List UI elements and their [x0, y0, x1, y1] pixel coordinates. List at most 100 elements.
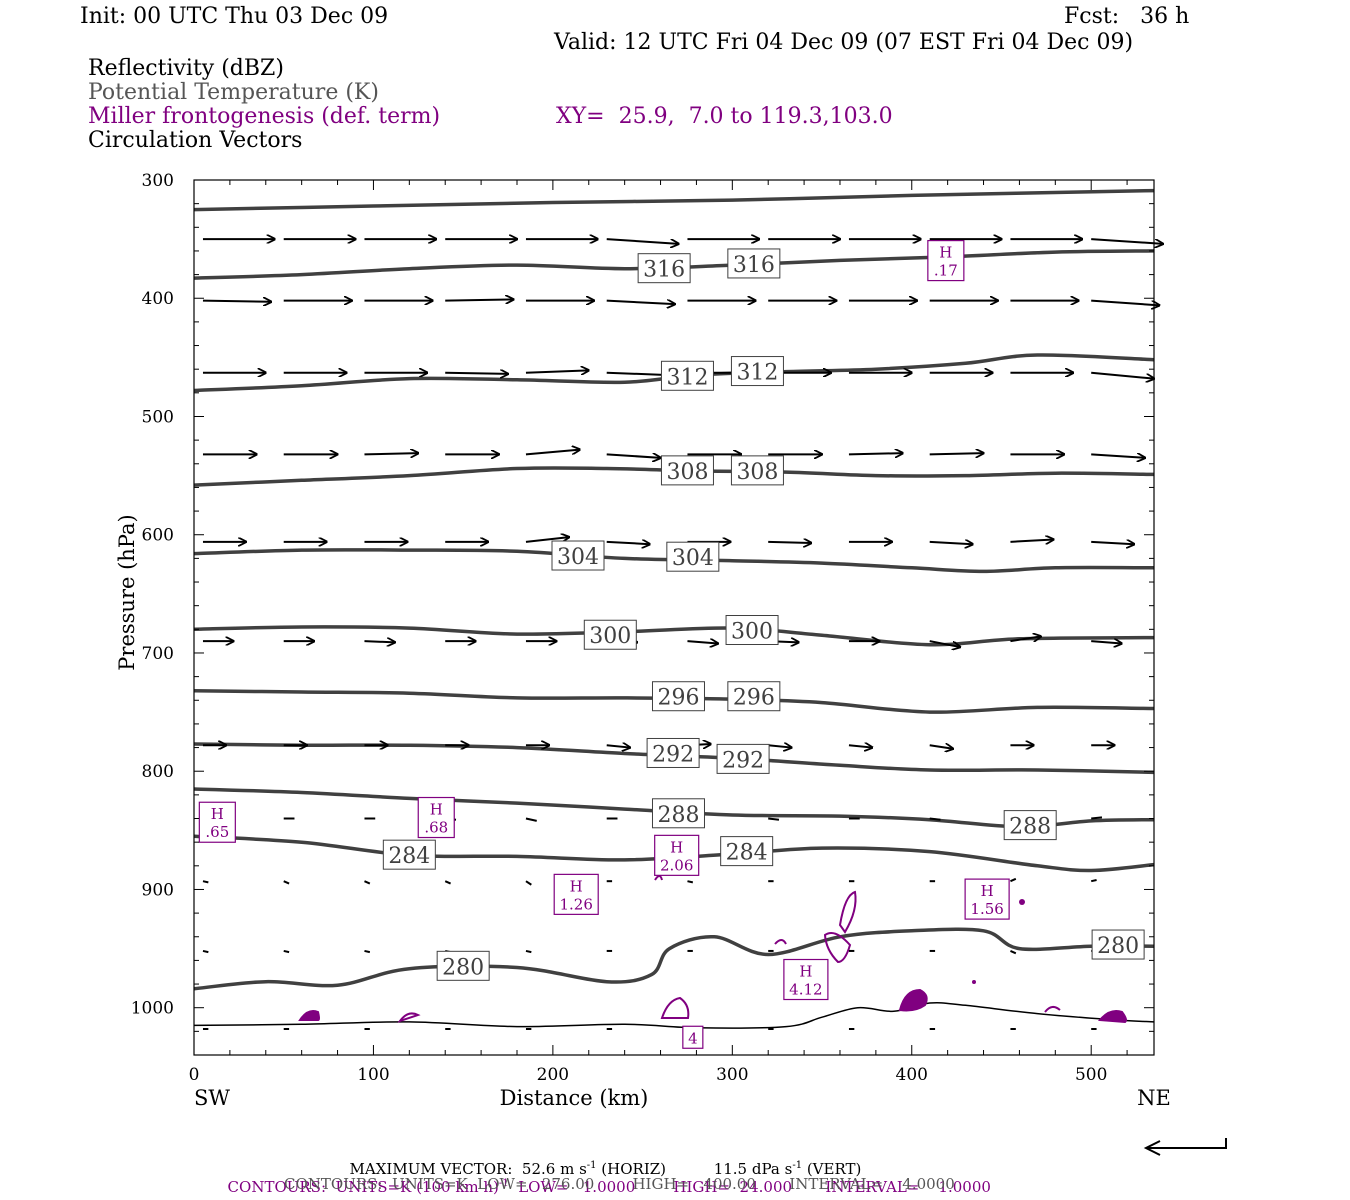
contour-label-box — [660, 455, 714, 486]
contour-label-box — [727, 681, 781, 712]
x-tick-label: 500 — [1075, 1065, 1107, 1085]
contours1-suffix: LOW= 1.0000 HIGH= 24.000 INTERVAL= 1.000… — [508, 1178, 991, 1196]
frontogenesis-max-value: .17 — [934, 262, 958, 280]
frontogenesis-max-value: .65 — [205, 823, 229, 841]
circulation-vector — [606, 373, 670, 375]
contour-label-box — [551, 540, 605, 571]
circulation-vector — [1091, 371, 1154, 379]
circulation-vector — [1090, 879, 1097, 883]
contour-label-box — [583, 619, 637, 650]
circulation-vector — [606, 301, 675, 305]
frontogenesis-contour — [838, 890, 857, 934]
circulation-vector — [1091, 641, 1122, 643]
circulation-vector — [929, 640, 961, 647]
contour-label: 312 — [736, 361, 778, 386]
contour-label-box — [716, 743, 770, 774]
field-frontogenesis: Miller frontogenesis (def. term) — [88, 104, 441, 129]
y-tick-label: 300 — [142, 171, 174, 191]
circulation-vector — [1010, 636, 1041, 643]
frontogenesis-max-value: .68 — [424, 819, 448, 837]
circulation-vector — [1091, 542, 1134, 544]
frontogenesis-max-box — [654, 834, 700, 876]
contour-label-box — [666, 541, 720, 572]
x-tick-label: 0 — [189, 1065, 200, 1085]
circulation-vector — [929, 745, 953, 749]
circulation-vector — [444, 880, 452, 885]
frontogenesis-max-label: H — [981, 882, 994, 900]
contour-label-box — [727, 248, 781, 279]
frontogenesis-max-value: 1.26 — [560, 895, 593, 913]
circulation-vector — [1091, 299, 1159, 306]
contour-label: 288 — [1009, 815, 1051, 840]
surface-line — [193, 1001, 1155, 1029]
frontogenesis-layer — [298, 875, 1127, 1024]
frontogenesis-max-box — [198, 801, 236, 843]
contour-label-box — [382, 839, 436, 870]
frontogenesis-max-box — [417, 796, 455, 839]
y-tick-label: 900 — [142, 880, 174, 900]
contour-label: 292 — [652, 742, 694, 767]
field-reflectivity: Reflectivity (dBZ) — [88, 56, 284, 81]
circulation-vector — [364, 641, 395, 642]
contour-label-box — [725, 615, 779, 646]
contour-label: 292 — [722, 748, 764, 773]
max-vector-prefix: MAXIMUM VECTOR: 52.6 m s — [349, 1160, 587, 1178]
frontogenesis-max-value: 1.56 — [970, 900, 1003, 918]
contours1-sup: -1 — [498, 1178, 509, 1189]
axes-layer: 300 400 500 600 700 800 900 1000 0 100 200 300 400 50… — [115, 171, 1171, 1110]
circulation-vector — [445, 373, 508, 374]
circulation-vector — [364, 880, 371, 885]
frontogenesis-contour — [823, 932, 852, 964]
frontogenesis-max-box — [964, 878, 1010, 920]
circulation-vector — [687, 880, 694, 884]
frontogenesis-contour — [654, 875, 663, 881]
circulation-vector — [525, 370, 589, 372]
contours-frontogenesis-line: CONTOURS: UNITS=K (100 km h)-1 LOW= 1.00… — [218, 1158, 991, 1196]
circulation-vector — [768, 745, 791, 747]
xy-cross-section: XY= 25.9, 7.0 to 119.3,103.0 — [556, 104, 893, 129]
contour-label: 296 — [733, 686, 775, 711]
circulation-vector — [848, 453, 903, 454]
contour-label-box — [637, 253, 691, 284]
circulation-vector — [929, 817, 941, 821]
contour-label-box — [651, 681, 705, 712]
circulation-vector — [768, 542, 811, 543]
contour-label: 288 — [657, 803, 699, 828]
reference-vector-arrow — [1143, 1138, 1227, 1156]
circulation-vector — [768, 817, 780, 821]
circulation-vector — [1091, 816, 1103, 820]
y-tick-label: 600 — [142, 526, 174, 546]
contour-label: 300 — [731, 620, 773, 645]
frontogenesis-max-value: 2.06 — [660, 856, 693, 874]
frontogenesis-max-label: H — [799, 963, 812, 981]
circulation-vector — [1091, 238, 1163, 244]
frontogenesis-contour — [1097, 1010, 1127, 1024]
plot-frame — [193, 179, 1155, 1056]
circulation-vector — [1091, 454, 1145, 458]
frontogenesis-max-label: H — [670, 838, 683, 856]
frontogenesis-contour — [660, 996, 690, 1019]
frontogenesis-max-value: 4.12 — [789, 981, 822, 999]
y-tick-label: 500 — [142, 407, 174, 427]
contour-label: 316 — [643, 258, 685, 283]
frontogenesis-contour — [774, 939, 787, 945]
circulation-vector — [606, 238, 679, 244]
contour-label: 304 — [672, 546, 714, 571]
right-end-label: NE — [1137, 1086, 1171, 1110]
max-vector-mid: (HORIZ) 11.5 dPa s — [596, 1160, 793, 1178]
frontogenesis-max-label: H — [570, 877, 583, 895]
contour-label-box — [730, 455, 784, 486]
circulation-vector — [202, 880, 209, 884]
frontogenesis-max-label: H — [939, 244, 952, 262]
circulation-vector — [1010, 950, 1017, 955]
circulation-vector — [525, 880, 532, 886]
frontogenesis-max-box — [553, 873, 599, 915]
valid-time: Valid: 12 UTC Fri 04 Dec 09 (07 EST Fri … — [554, 30, 1134, 55]
y-tick-label: 400 — [142, 289, 174, 309]
y-tick-label: 800 — [142, 762, 174, 782]
isentrope-320 — [193, 188, 1155, 212]
circulation-vector — [525, 817, 537, 822]
frontogenesis-contour — [1044, 1006, 1061, 1013]
circulation-vector — [848, 745, 872, 747]
